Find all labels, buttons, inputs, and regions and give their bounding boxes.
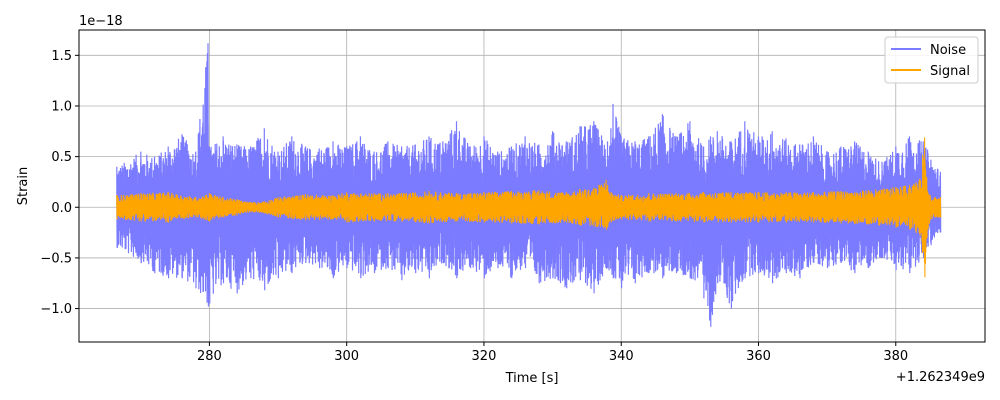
legend-noise-label: Noise [930, 43, 966, 58]
y-multiplier-label: 1e−18 [79, 14, 123, 29]
x-tick-label: 300 [334, 349, 359, 364]
x-offset-label: +1.262349e9 [896, 370, 985, 385]
x-tick-label: 380 [883, 349, 908, 364]
x-tick-label: 360 [746, 349, 771, 364]
x-tick-label: 320 [472, 349, 497, 364]
y-tick-label: −1.0 [40, 302, 72, 317]
y-tick-label: 0.5 [51, 150, 72, 165]
y-tick-label: 1.5 [51, 49, 72, 64]
legend-signal-label: Signal [930, 64, 970, 79]
y-tick-label: 0.0 [51, 201, 72, 216]
x-axis-ticks: 280 300 320 340 360 380 [197, 342, 908, 364]
legend: Noise Signal [884, 36, 979, 84]
y-tick-label: 1.0 [51, 99, 72, 114]
x-axis-label: Time [s] [505, 371, 559, 386]
y-axis-ticks: −1.0 −0.5 0.0 0.5 1.0 1.5 [40, 49, 79, 317]
plot-frame [78, 29, 986, 343]
x-tick-label: 340 [609, 349, 634, 364]
series-layer [116, 43, 942, 327]
x-tick-label: 280 [197, 349, 222, 364]
y-tick-label: −0.5 [40, 251, 72, 266]
series-line-signal [116, 137, 942, 278]
y-axis-label: Strain [16, 167, 31, 206]
